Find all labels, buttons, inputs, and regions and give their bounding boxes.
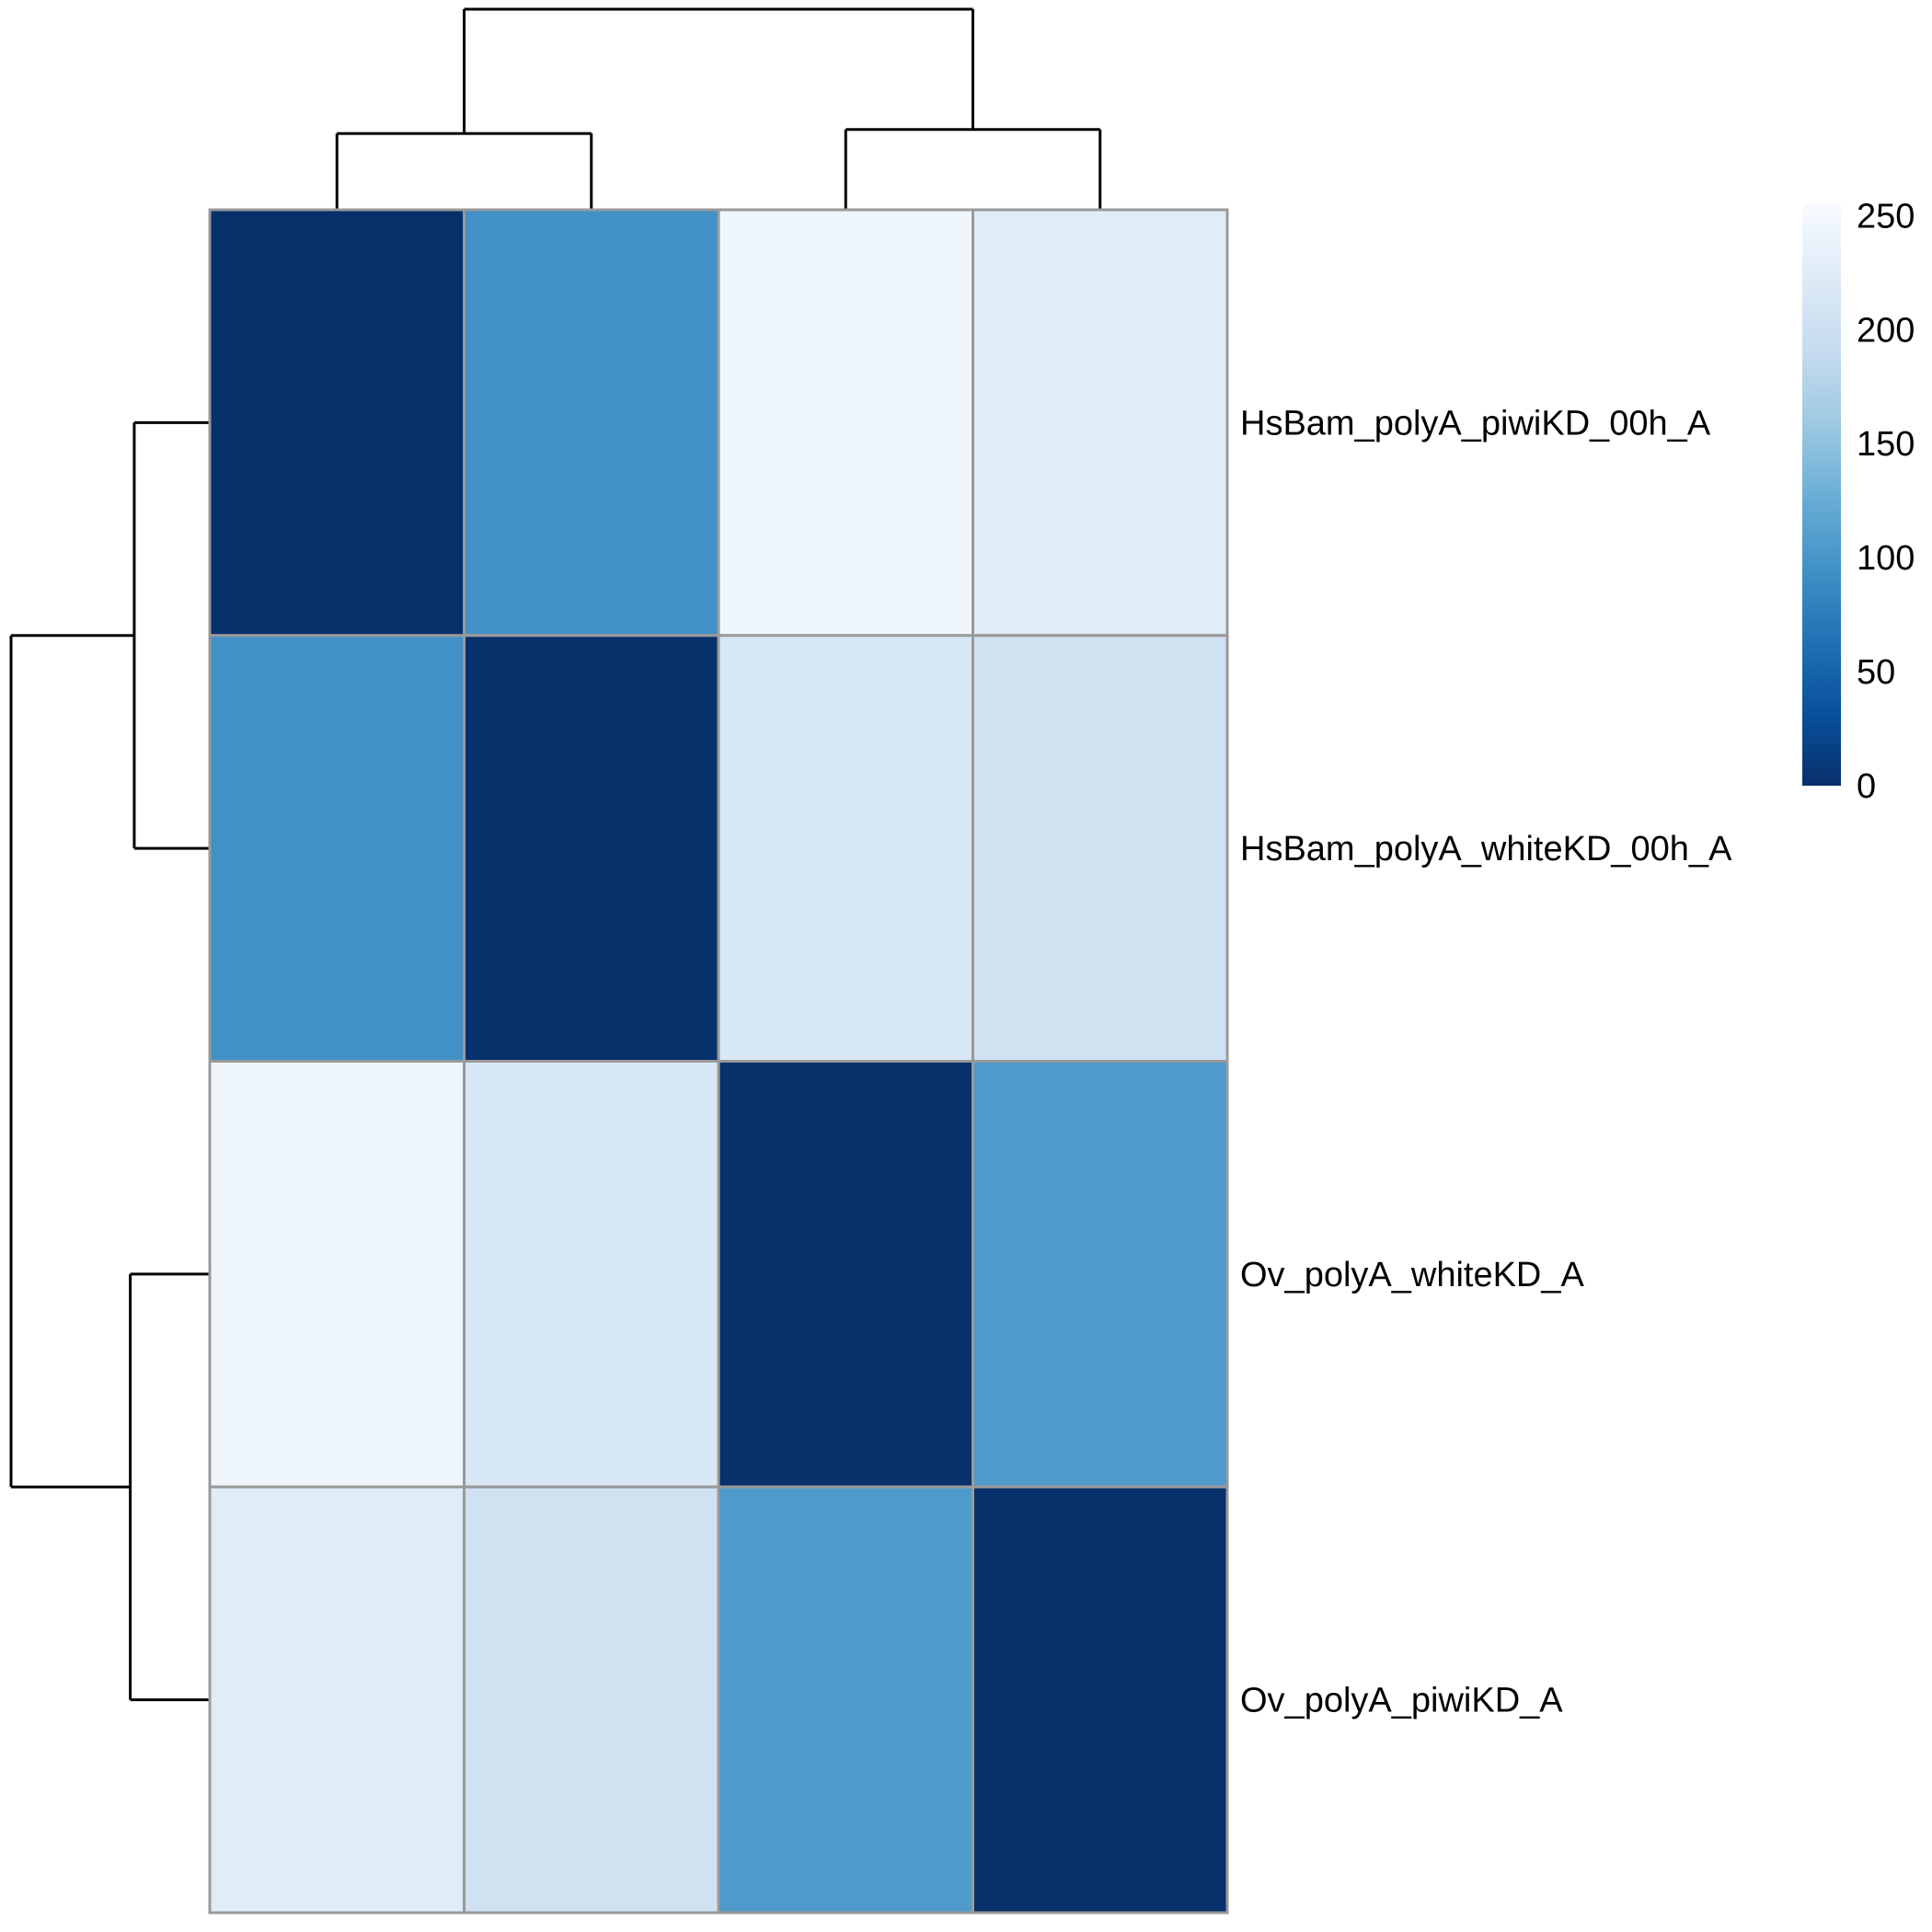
heatmap-cell-r3-c1	[463, 1485, 720, 1915]
heatmap-cell-r1-c3	[972, 634, 1229, 1063]
legend-tick-label: 0	[1857, 767, 1876, 806]
heatmap-cell-r3-c2	[717, 1485, 974, 1915]
legend-tick-label: 250	[1857, 197, 1915, 236]
heatmap-cell-r1-c1	[463, 634, 720, 1063]
row-label: Ov_polyA_piwiKD_A	[1240, 1682, 1563, 1720]
heatmap-cell-r0-c2	[717, 208, 974, 638]
heatmap-cell-r0-c3	[972, 208, 1229, 638]
legend-ticks: 0 50 100 150 200 250	[1857, 197, 1915, 806]
row-labels: HsBam_polyA_piwiKD_00h_A HsBam_polyA_whit…	[1240, 404, 1732, 1719]
column-dendrogram	[335, 7, 1102, 210]
row-label: HsBam_polyA_whiteKD_00h_A	[1240, 830, 1732, 868]
heatmap-cells	[208, 208, 1229, 1915]
row-label: Ov_polyA_whiteKD_A	[1240, 1256, 1585, 1294]
heatmap-cell-r2-c1	[463, 1060, 720, 1489]
row-dendrogram	[9, 420, 210, 1702]
heatmap-cell-r3-c3	[972, 1485, 1229, 1915]
heatmap-cell-r0-c0	[208, 208, 466, 638]
heatmap-cell-r0-c1	[463, 208, 720, 638]
heatmap-cell-r2-c0	[208, 1060, 466, 1489]
heatmap-cell-r2-c2	[717, 1060, 974, 1489]
row-label: HsBam_polyA_piwiKD_00h_A	[1240, 404, 1711, 443]
legend-tick-label: 150	[1857, 425, 1915, 464]
color-legend: 0 50 100 150 200 250	[1802, 197, 1915, 806]
heatmap-cell-r1-c0	[208, 634, 466, 1063]
heatmap-cell-r3-c0	[208, 1485, 466, 1915]
heatmap-cell-r2-c3	[972, 1060, 1229, 1489]
legend-tick-label: 200	[1857, 311, 1915, 350]
legend-tick-label: 50	[1857, 653, 1895, 692]
heatmap-cell-r1-c2	[717, 634, 974, 1063]
legend-tick-label: 100	[1857, 539, 1915, 578]
legend-color-bar	[1802, 204, 1841, 786]
